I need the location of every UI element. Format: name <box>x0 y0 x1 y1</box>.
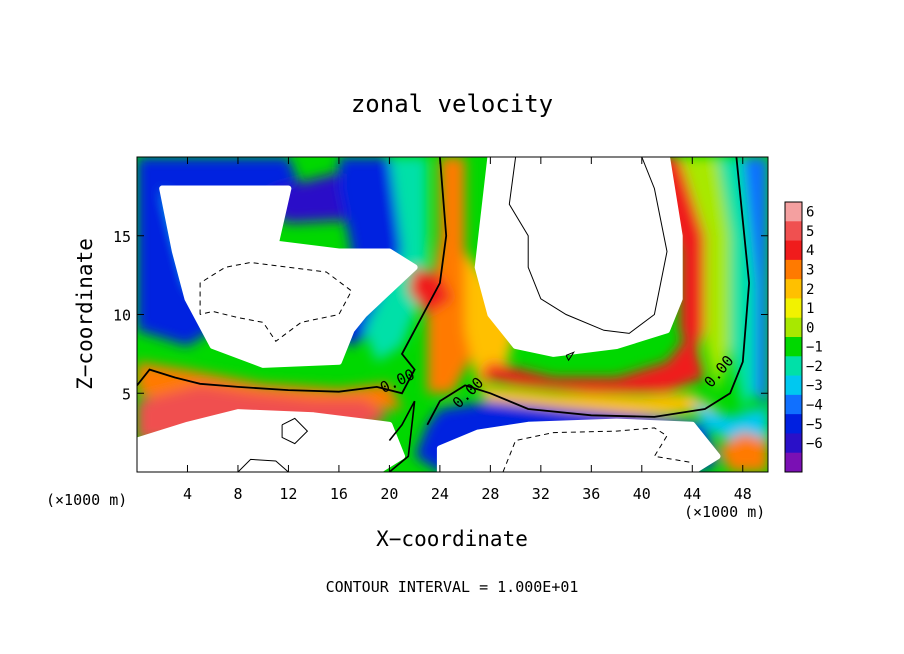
x-tick-label-40: 40 <box>633 485 651 503</box>
y-axis-label: Z−coordinate <box>73 238 97 390</box>
region-x20-cyan <box>364 157 428 362</box>
plot-area <box>137 157 768 472</box>
region-right-red-column <box>641 157 705 362</box>
contour-zero-left <box>137 157 448 395</box>
y-tick-label-5: 5 <box>122 385 131 403</box>
x-unit-left: (×1000 m) <box>46 491 127 509</box>
region-right-cyan <box>717 157 756 409</box>
white-regions <box>137 157 721 472</box>
x-unit-right: (×1000 m) <box>684 503 765 521</box>
contour-zero-lower <box>388 400 416 472</box>
colorbar-swatch-12 <box>785 433 802 454</box>
region-right-blue-edge <box>742 157 768 409</box>
region-right-green <box>679 157 731 394</box>
colorbar-label-0: 6 <box>806 205 814 221</box>
contour-bottom-left-arc <box>237 458 289 472</box>
colorbar-label-3: 3 <box>806 263 814 279</box>
y-axis-ticks: 5 10 15 <box>113 228 768 403</box>
colorbar-label-11: −5 <box>806 417 823 433</box>
colorbar-swatch-6 <box>785 317 802 338</box>
x-tick-label-32: 32 <box>532 485 550 503</box>
x-axis-ticks: 4 8 12 16 20 24 28 32 36 40 44 48 <box>183 157 752 503</box>
colorbar-frame <box>784 201 803 473</box>
x-tick-label-4: 4 <box>183 485 192 503</box>
colorbar-label-5: 1 <box>806 301 814 317</box>
x-tick-label-20: 20 <box>380 485 398 503</box>
colorbar-swatch-0 <box>785 202 802 222</box>
region-x24-orange-column <box>427 157 478 394</box>
upper-left-white <box>159 185 418 368</box>
colorbar-swatch-11 <box>785 414 802 434</box>
colorbar-swatch-10 <box>785 394 802 415</box>
x-tick-label-44: 44 <box>683 485 701 503</box>
colorbar-swatch-3 <box>785 259 802 280</box>
colorbar-swatch-8 <box>785 356 802 377</box>
region-lower-band-red <box>477 330 705 394</box>
x-tick-label-28: 28 <box>481 485 499 503</box>
contour-upper-right <box>508 157 668 334</box>
region-right-lower-cyan <box>692 401 768 441</box>
colorbar-swatch-9 <box>785 375 802 396</box>
x-tick-label-24: 24 <box>431 485 449 503</box>
colorbar-label-1: 5 <box>806 224 814 240</box>
bottom-left-white <box>137 409 405 472</box>
colorbar-swatch-2 <box>785 240 802 261</box>
contour-dashed-upper-left <box>199 261 353 343</box>
contour-interval-footer: CONTOUR INTERVAL = 1.000E+01 <box>326 578 579 596</box>
colorbar-swatch-5 <box>785 298 802 319</box>
colorbar-label-9: −3 <box>806 378 823 394</box>
region-right-bottom-orange <box>717 432 768 472</box>
chart-title: zonal velocity <box>351 90 553 118</box>
x-tick-label-12: 12 <box>279 485 297 503</box>
x-tick-label-8: 8 <box>233 485 242 503</box>
colorbar-swatch-7 <box>785 337 802 357</box>
contour-small-loop <box>565 351 575 362</box>
colorbar-label-8: −2 <box>806 359 823 375</box>
colorbar-label-7: −1 <box>806 340 823 356</box>
x-tick-label-48: 48 <box>734 485 752 503</box>
upper-right-white <box>474 157 683 357</box>
contour-lines <box>137 157 751 472</box>
y-tick-label-15: 15 <box>113 228 131 246</box>
x-axis-label: X−coordinate <box>376 527 528 551</box>
colorbar-swatch-13 <box>785 452 802 473</box>
bottom-right-white <box>436 418 721 472</box>
colorbar-label-12: −6 <box>806 436 823 452</box>
colorbar-label-2: 4 <box>806 243 814 259</box>
contour-loop-lower-left <box>281 417 309 445</box>
y-tick-label-10: 10 <box>113 307 131 325</box>
contour-dashed-lower-right <box>502 427 693 472</box>
x-tick-label-36: 36 <box>582 485 600 503</box>
colorbar-label-10: −4 <box>806 398 823 414</box>
colorbar: 6 5 4 3 2 1 0 −1 −2 −3 −4 −5 −6 <box>784 201 823 473</box>
contour-zero-right <box>426 157 751 426</box>
colorbar-swatch-4 <box>785 279 802 299</box>
colorbar-swatch-1 <box>785 221 802 242</box>
region-center-red <box>408 267 453 315</box>
colorbar-label-6: 0 <box>806 320 814 336</box>
x-tick-label-16: 16 <box>330 485 348 503</box>
colorbar-label-4: 2 <box>806 282 814 298</box>
